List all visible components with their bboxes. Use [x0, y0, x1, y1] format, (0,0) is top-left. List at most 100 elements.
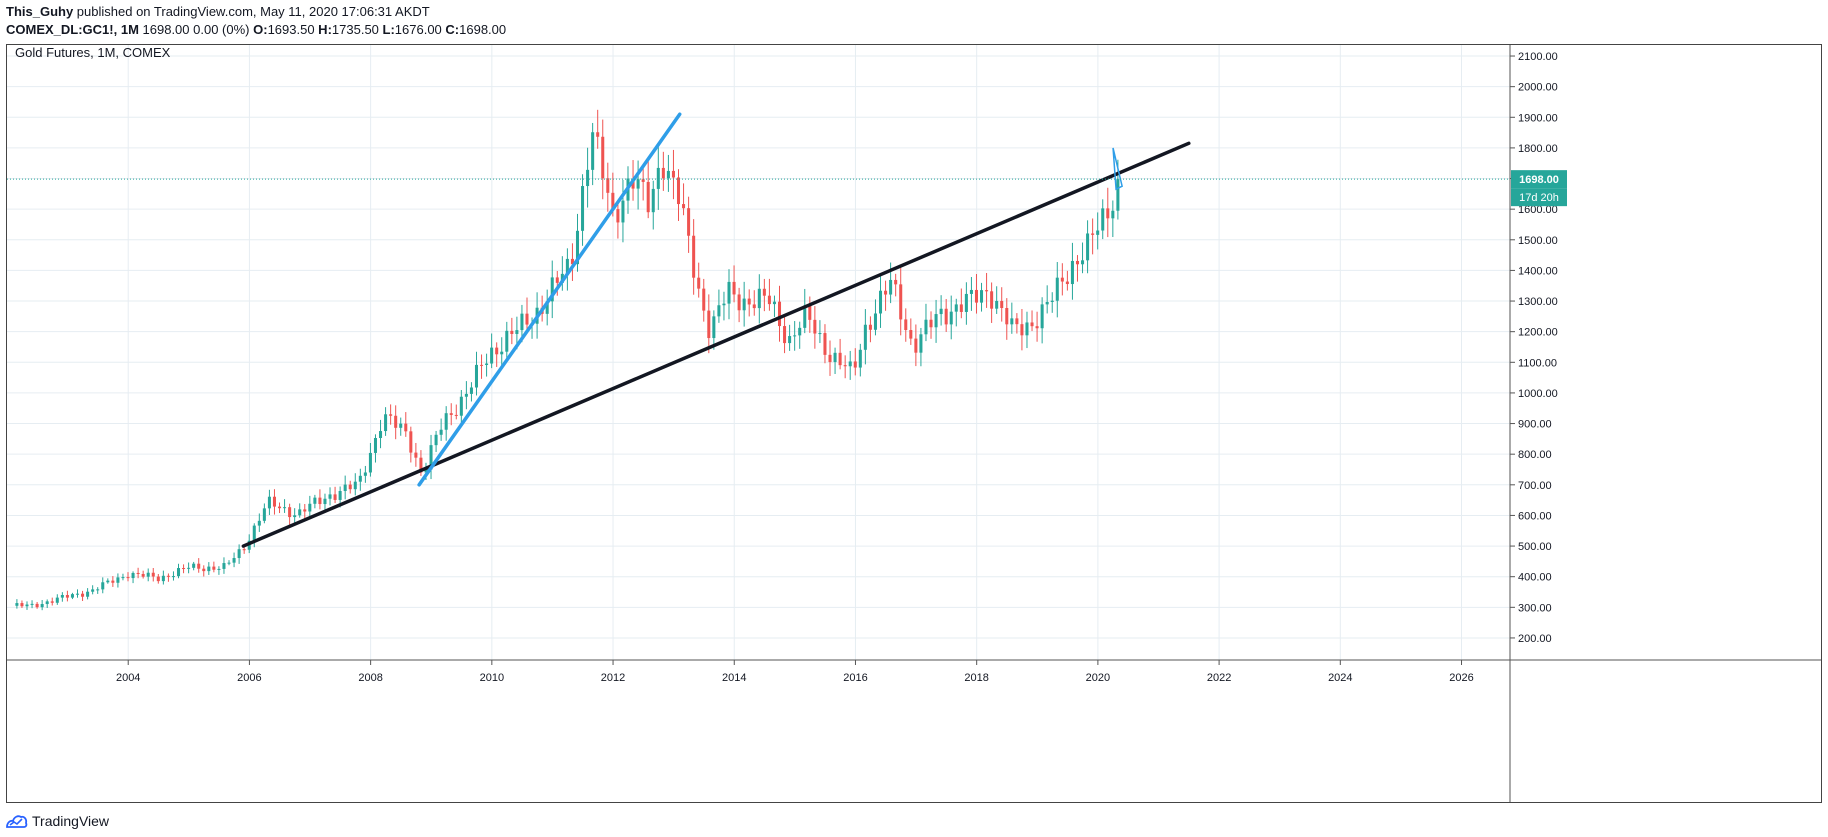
- candle-body: [86, 591, 90, 597]
- candle-body: [1025, 322, 1029, 336]
- candle-body: [666, 170, 670, 179]
- candle-body: [682, 204, 686, 209]
- candle-body: [414, 452, 418, 458]
- grid-lines: [7, 45, 1510, 660]
- author-name[interactable]: This_Guhy: [6, 4, 74, 19]
- candle-body: [363, 472, 367, 476]
- x-tick-label: 2010: [480, 672, 504, 684]
- high-value: 1735.50: [331, 22, 379, 37]
- candle-body: [1081, 260, 1085, 265]
- candle-body: [111, 580, 115, 583]
- candle-body: [70, 594, 74, 598]
- candle-body: [348, 484, 352, 490]
- candle-body: [788, 336, 792, 344]
- candle-body: [959, 304, 963, 312]
- y-tick-label: 900.00: [1518, 419, 1552, 431]
- candle-body: [995, 300, 999, 309]
- candle-body: [30, 603, 34, 605]
- candle-body: [323, 498, 327, 505]
- footer-brand-label: TradingView: [32, 813, 110, 829]
- x-tick-label: 2024: [1328, 672, 1352, 684]
- candle-body: [50, 601, 54, 603]
- blue-trendline: [417, 112, 682, 487]
- candle-body: [651, 188, 655, 213]
- candle-body: [783, 326, 787, 344]
- x-tick-label: 2006: [237, 672, 261, 684]
- candle-body: [399, 423, 403, 428]
- y-tick-label: 200.00: [1518, 633, 1552, 645]
- candle-body: [985, 290, 989, 292]
- candle-body: [611, 192, 615, 210]
- candle-body: [126, 577, 130, 579]
- candle-body: [884, 290, 888, 295]
- candle-body: [545, 301, 549, 314]
- candle-body: [474, 364, 479, 388]
- candle-body: [242, 549, 246, 551]
- close-label: C:: [441, 22, 460, 37]
- candle-body: [1075, 260, 1079, 265]
- candle-body: [868, 324, 872, 330]
- candle-body: [55, 597, 59, 603]
- candle-body: [96, 589, 100, 591]
- legend-title: Gold Futures, 1M, COMEX: [15, 45, 171, 60]
- candle-body: [202, 568, 206, 572]
- y-tick-label: 1500.00: [1518, 235, 1558, 247]
- candle-body: [646, 181, 650, 213]
- candle-body: [394, 415, 398, 428]
- candle-body: [101, 582, 105, 590]
- candle-body: [899, 284, 903, 320]
- candle-body: [454, 414, 458, 416]
- candle-body: [818, 333, 822, 335]
- candle-body: [1101, 208, 1105, 231]
- candle-body: [267, 496, 271, 509]
- candle-body: [742, 298, 746, 311]
- candle-body: [969, 289, 973, 294]
- candle-body: [550, 277, 554, 302]
- candle-body: [480, 364, 484, 366]
- candle-body: [510, 330, 514, 334]
- candle-body: [555, 277, 559, 283]
- candle-body: [131, 572, 135, 579]
- x-tick-label: 2004: [116, 672, 140, 684]
- candle-body: [565, 258, 569, 274]
- candle-body: [151, 572, 155, 577]
- candle-body: [813, 319, 817, 334]
- candles: [15, 109, 1120, 611]
- price-badge: [1511, 170, 1567, 189]
- candle-body: [424, 469, 428, 473]
- candle-body: [767, 295, 771, 305]
- candle-body: [676, 177, 681, 205]
- candle-body: [879, 290, 883, 314]
- candle-body: [490, 347, 494, 364]
- candle-body: [15, 603, 19, 606]
- candle-body: [838, 352, 842, 366]
- candle-body: [525, 313, 529, 325]
- chart-container[interactable]: 200.00 300.00 400.00 500.00 600.00 700.00 800.…: [6, 44, 1822, 803]
- candle-body: [980, 290, 984, 303]
- footer-brand[interactable]: TradingView: [6, 810, 109, 832]
- candle-body: [217, 568, 221, 570]
- candle-body: [343, 484, 347, 491]
- candle-body: [894, 279, 898, 285]
- candle-body: [353, 481, 357, 490]
- candle-body: [586, 169, 590, 187]
- high-label: H:: [314, 22, 332, 37]
- candle-body: [697, 277, 701, 289]
- y-tick-label: 700.00: [1518, 480, 1552, 492]
- candle-body: [313, 497, 317, 504]
- chart-svg[interactable]: 200.00 300.00 400.00 500.00 600.00 700.00 800.…: [7, 45, 1821, 802]
- candle-body: [293, 515, 297, 518]
- candle-body: [843, 365, 847, 367]
- candle-body: [283, 507, 287, 509]
- candle-body: [1040, 304, 1044, 329]
- candle-body: [91, 589, 95, 592]
- candle-body: [384, 414, 388, 432]
- candle-body: [81, 593, 85, 597]
- candle-body: [914, 338, 918, 353]
- candle-body: [889, 279, 893, 295]
- y-tick-label: 600.00: [1518, 510, 1552, 522]
- candle-body: [762, 288, 766, 296]
- candle-body: [379, 431, 383, 439]
- candle-body: [873, 313, 877, 330]
- trendlines[interactable]: [241, 112, 1191, 548]
